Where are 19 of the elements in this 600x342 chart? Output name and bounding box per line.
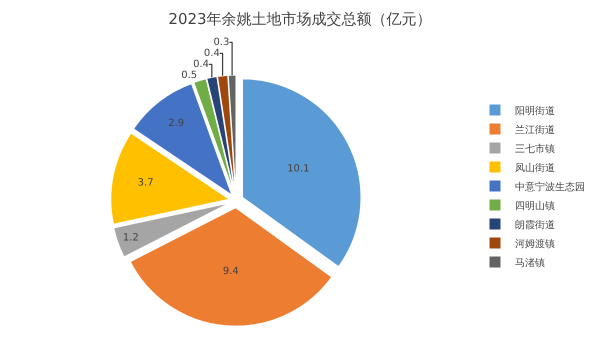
legend-label: 阳明街道 xyxy=(515,104,555,117)
data-label: 10.1 xyxy=(287,163,310,174)
data-label: 0.5 xyxy=(181,70,198,81)
legend-label: 三七市镇 xyxy=(515,142,555,155)
legend-label: 四明山镇 xyxy=(515,200,555,212)
data-label: 9.4 xyxy=(222,266,239,277)
chart-title: 2023年余姚土地市场成交总额（亿元） xyxy=(168,10,432,28)
data-label: 0.3 xyxy=(213,36,230,48)
data-label: 1.2 xyxy=(122,232,139,244)
legend-label: 马渚镇 xyxy=(515,256,545,269)
legend-label: 朗霞街道 xyxy=(515,218,555,231)
legend-label: 中意宁波生态园 xyxy=(515,180,585,193)
legend-label: 河姆渡镇 xyxy=(515,238,555,250)
data-label: 0.4 xyxy=(204,48,220,59)
legend-label: 凤山街道 xyxy=(515,162,555,174)
data-label: 0.4 xyxy=(193,58,210,70)
legend-label: 兰江街道 xyxy=(515,124,555,136)
data-label: 2.9 xyxy=(168,118,184,130)
data-label: 3.7 xyxy=(138,178,154,189)
